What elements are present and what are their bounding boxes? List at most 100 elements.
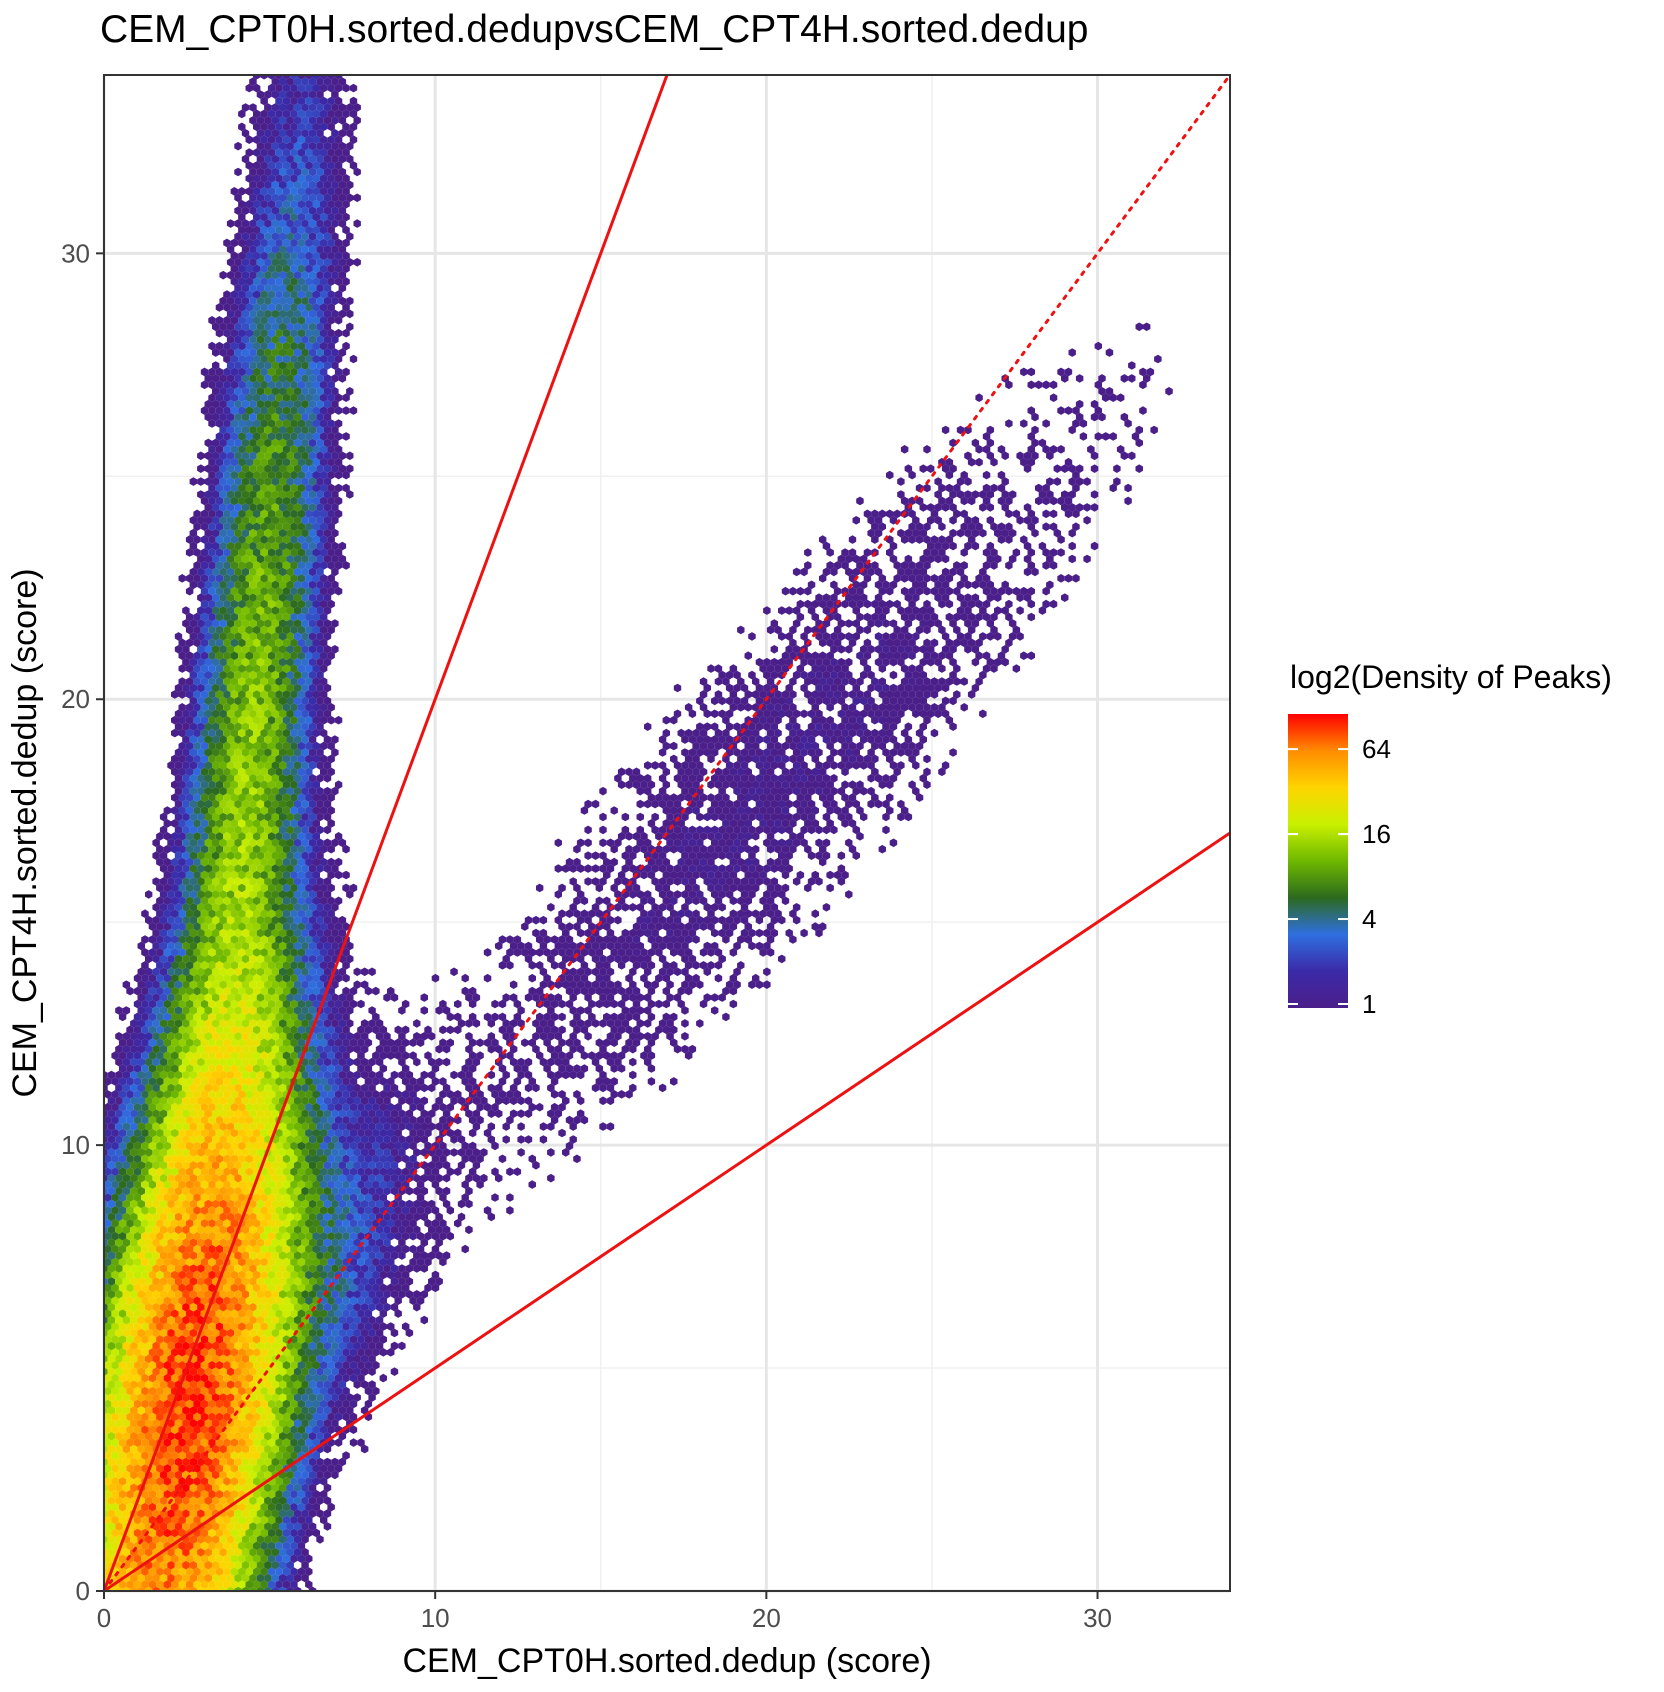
hexbin-cell bbox=[193, 1399, 201, 1409]
hexbin-cell bbox=[275, 1502, 283, 1512]
hexbin-cell bbox=[148, 1373, 157, 1383]
hexbin-cell bbox=[126, 1386, 134, 1396]
hexbin-cell bbox=[148, 1502, 157, 1512]
hexbin-cell bbox=[282, 1477, 291, 1486]
hexbin-cell bbox=[342, 1412, 350, 1422]
hexbin-cell bbox=[159, 1522, 168, 1531]
hexbin-cell bbox=[200, 1580, 209, 1589]
hexbin-cell bbox=[275, 1386, 283, 1396]
hexbin-cell bbox=[104, 1502, 112, 1512]
hexbin-cell bbox=[104, 1554, 112, 1563]
hexbin-cell bbox=[126, 1412, 134, 1422]
hexbin-cell bbox=[253, 1438, 261, 1447]
hexbin-cell bbox=[200, 1477, 209, 1486]
hexbin-cell bbox=[245, 1541, 253, 1551]
hexbin-cell bbox=[275, 1580, 283, 1589]
hexbin-cell bbox=[219, 1431, 227, 1441]
hexbin-cell bbox=[334, 1412, 343, 1422]
hexbin-cell bbox=[171, 1451, 179, 1460]
hexbin-cell bbox=[297, 1515, 306, 1525]
hexbin-cell bbox=[104, 1541, 112, 1551]
hexbin-cell bbox=[226, 1522, 235, 1531]
hexbin-cell bbox=[145, 1535, 153, 1544]
hexbin-cell bbox=[137, 1457, 145, 1467]
hexbin-cell bbox=[264, 1444, 272, 1454]
hexbin-cell bbox=[260, 1438, 268, 1447]
hexbin-cell bbox=[167, 1431, 175, 1441]
hexbin-cell bbox=[152, 1586, 160, 1591]
hexbin-cell bbox=[156, 1399, 164, 1409]
hexbin-cell bbox=[312, 1425, 320, 1434]
hexbin-cell bbox=[320, 1425, 328, 1434]
hexbin-cell bbox=[226, 1548, 235, 1557]
hexbin-cell bbox=[308, 1496, 317, 1505]
hexbin-cell bbox=[226, 1393, 235, 1402]
hexbin-cell bbox=[230, 1477, 239, 1486]
hexbin-cell bbox=[182, 1522, 190, 1531]
hexbin-cell bbox=[141, 1464, 149, 1473]
hexbin-cell bbox=[159, 1457, 168, 1467]
hexbin-cell bbox=[230, 1528, 239, 1538]
hexbin-cell bbox=[223, 1528, 231, 1538]
hexbin-cell bbox=[107, 1509, 116, 1518]
hexbin-cell bbox=[260, 1515, 268, 1525]
hexbin-cell bbox=[256, 1470, 265, 1480]
hexbin-cell bbox=[133, 1451, 142, 1460]
hexbin-cell bbox=[241, 1573, 250, 1583]
hexbin-cell bbox=[159, 1496, 168, 1505]
hexbin-cell bbox=[223, 1580, 231, 1589]
hexbin-cell bbox=[204, 1548, 212, 1557]
hexbin-cell bbox=[223, 1412, 231, 1422]
hexbin-cell bbox=[323, 1444, 332, 1454]
hexbin-cell bbox=[141, 1438, 149, 1447]
hexbin-cell bbox=[148, 1399, 157, 1409]
hexbin-cell bbox=[286, 1470, 294, 1480]
hexbin-cell bbox=[193, 1373, 201, 1383]
hexbin-cell bbox=[253, 1399, 261, 1409]
hexbin-cell bbox=[189, 1457, 198, 1467]
hexbin-cell bbox=[133, 1477, 142, 1486]
hexbin-cell bbox=[193, 1412, 201, 1422]
hexbin-cell bbox=[249, 1522, 257, 1531]
hexbin-cell bbox=[245, 1451, 253, 1460]
hexbin-cell bbox=[293, 1573, 302, 1583]
hexbin-cell bbox=[267, 1412, 276, 1422]
hexbin-cell bbox=[226, 1483, 235, 1493]
hexbin-cell bbox=[275, 1554, 283, 1563]
hexbin-cell bbox=[279, 1586, 287, 1591]
hexbin-cell bbox=[320, 1489, 328, 1499]
hexbin-cell bbox=[104, 1386, 112, 1396]
hexbin-cell bbox=[275, 1477, 283, 1486]
hexbin-cell bbox=[282, 1541, 291, 1551]
hexbin-cell bbox=[334, 1386, 343, 1396]
hexbin-cell bbox=[286, 1522, 294, 1531]
hexbin-cell bbox=[230, 1515, 239, 1525]
hexbin-cell bbox=[122, 1509, 131, 1518]
hexbin-cell bbox=[316, 1496, 324, 1505]
hexbin-cell bbox=[130, 1470, 138, 1480]
hexbin-cell bbox=[133, 1438, 142, 1447]
hexbin-cell bbox=[200, 1412, 209, 1422]
hexbin-cell bbox=[163, 1567, 171, 1576]
hexbin-cell bbox=[241, 1406, 250, 1415]
hexbin-cell bbox=[308, 1483, 317, 1493]
hexbin-cell bbox=[245, 1438, 253, 1447]
hexbin-cell bbox=[267, 1386, 276, 1396]
hexbin-cell bbox=[137, 1522, 145, 1531]
hexbin-cell bbox=[156, 1477, 164, 1486]
hexbin-cell bbox=[241, 1483, 250, 1493]
hexbin-cell bbox=[286, 1483, 294, 1493]
hexbin-cell bbox=[111, 1451, 119, 1460]
hexbin-cell bbox=[331, 1406, 339, 1415]
hexbin-cell bbox=[133, 1554, 142, 1563]
hexbin-cell bbox=[316, 1431, 324, 1441]
hexbin-cell bbox=[282, 1425, 291, 1434]
hexbin-cell bbox=[111, 1477, 119, 1486]
hexbin-cell bbox=[193, 1451, 201, 1460]
hexbin-cell bbox=[122, 1483, 131, 1493]
hexbin-cell bbox=[327, 1373, 335, 1383]
hexbin-cell bbox=[264, 1393, 272, 1402]
hexbin-cell bbox=[279, 1431, 287, 1441]
hexbin-cell bbox=[178, 1425, 186, 1434]
hexbin-cell bbox=[275, 1451, 283, 1460]
